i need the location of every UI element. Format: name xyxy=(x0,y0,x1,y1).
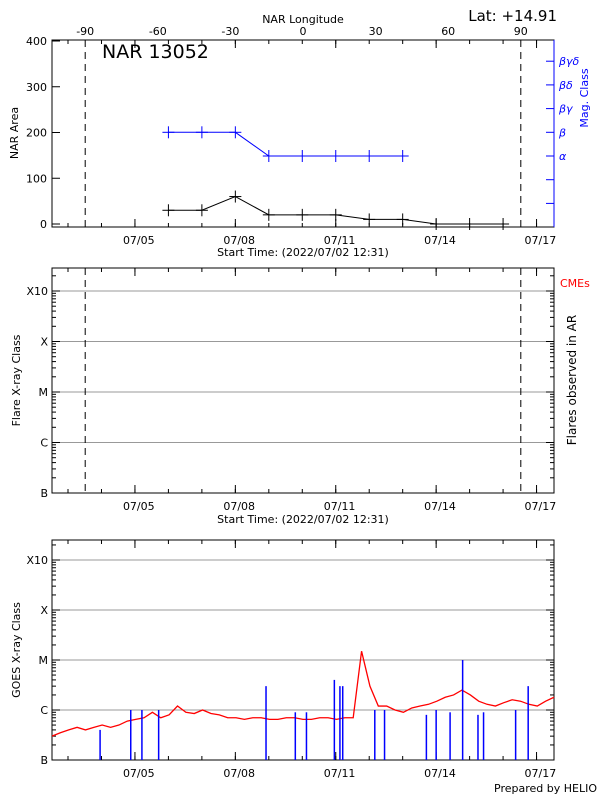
x-tick-label: 07/05 xyxy=(123,767,155,780)
mag-class-label: βγ xyxy=(558,103,573,116)
x-tick-label: 07/11 xyxy=(324,767,356,780)
y-tick-label: B xyxy=(40,754,48,767)
mag-class-label: βδ xyxy=(558,79,573,92)
x-axis-label: Start Time: (2022/07/02 12:31) xyxy=(217,513,389,526)
right-axis-label: Mag. Class xyxy=(578,68,591,127)
x-tick-label: 07/05 xyxy=(123,500,155,513)
y-tick-label: 200 xyxy=(26,127,47,140)
mag-class-line xyxy=(168,131,403,157)
right-axis-label: Flares observed in AR xyxy=(565,315,579,445)
y-tick-label: M xyxy=(39,654,49,667)
goes-panel-frame xyxy=(51,539,555,761)
y-tick-label: C xyxy=(40,704,48,717)
x-tick-label: 07/17 xyxy=(525,767,557,780)
y-tick-label: C xyxy=(40,437,48,450)
mag-class-label: β xyxy=(558,126,566,139)
mag-class-label: βγδ xyxy=(558,55,580,68)
footer-credit: Prepared by HELIO xyxy=(494,782,597,795)
top-tick-label: 90 xyxy=(514,25,528,38)
x-tick-label: 07/08 xyxy=(223,500,255,513)
latitude-label: Lat: +14.91 xyxy=(468,7,557,25)
top-tick-label: -90 xyxy=(76,25,94,38)
x-tick-label: 07/14 xyxy=(424,234,456,247)
y-tick-label: M xyxy=(39,386,49,399)
x-tick-label: 07/17 xyxy=(525,234,557,247)
top-tick-label: -60 xyxy=(149,25,167,38)
goes-flux-line xyxy=(51,651,555,737)
x-tick-label: 07/14 xyxy=(424,767,456,780)
x-tick-label: 07/05 xyxy=(123,234,155,247)
top-tick-label: -30 xyxy=(221,25,239,38)
y-tick-label: 100 xyxy=(26,172,47,185)
x-tick-label: 07/14 xyxy=(424,500,456,513)
x-tick-label: 07/17 xyxy=(525,500,557,513)
x-tick-label: 07/11 xyxy=(324,500,356,513)
y-axis-label: GOES X-ray Class xyxy=(10,602,23,698)
flare-panel-frame xyxy=(51,267,555,494)
x-tick-label: 07/08 xyxy=(223,234,255,247)
y-tick-label: X10 xyxy=(26,285,48,298)
x-tick-label: 07/08 xyxy=(223,767,255,780)
cme-label: CMEs xyxy=(560,277,590,290)
y-tick-label: 0 xyxy=(40,218,47,231)
y-tick-label: B xyxy=(40,487,48,500)
x-axis-label: Start Time: (2022/07/02 12:31) xyxy=(217,246,389,259)
top-tick-label: 0 xyxy=(300,25,307,38)
region-title: NAR 13052 xyxy=(102,41,209,63)
y-axis-label: NAR Area xyxy=(8,107,21,159)
y-tick-label: 300 xyxy=(26,81,47,94)
y-axis-label: Flare X-ray Class xyxy=(10,334,23,426)
top-axis-label: NAR Longitude xyxy=(262,13,344,26)
x-tick-label: 07/11 xyxy=(324,234,356,247)
nar-panel-frame xyxy=(51,39,555,228)
mag-class-label: α xyxy=(559,150,567,163)
top-tick-label: 30 xyxy=(369,25,383,38)
y-tick-label: X10 xyxy=(26,554,48,567)
y-tick-label: X xyxy=(40,336,48,349)
y-tick-label: X xyxy=(40,604,48,617)
y-tick-label: 400 xyxy=(26,35,47,48)
top-tick-label: 60 xyxy=(441,25,455,38)
